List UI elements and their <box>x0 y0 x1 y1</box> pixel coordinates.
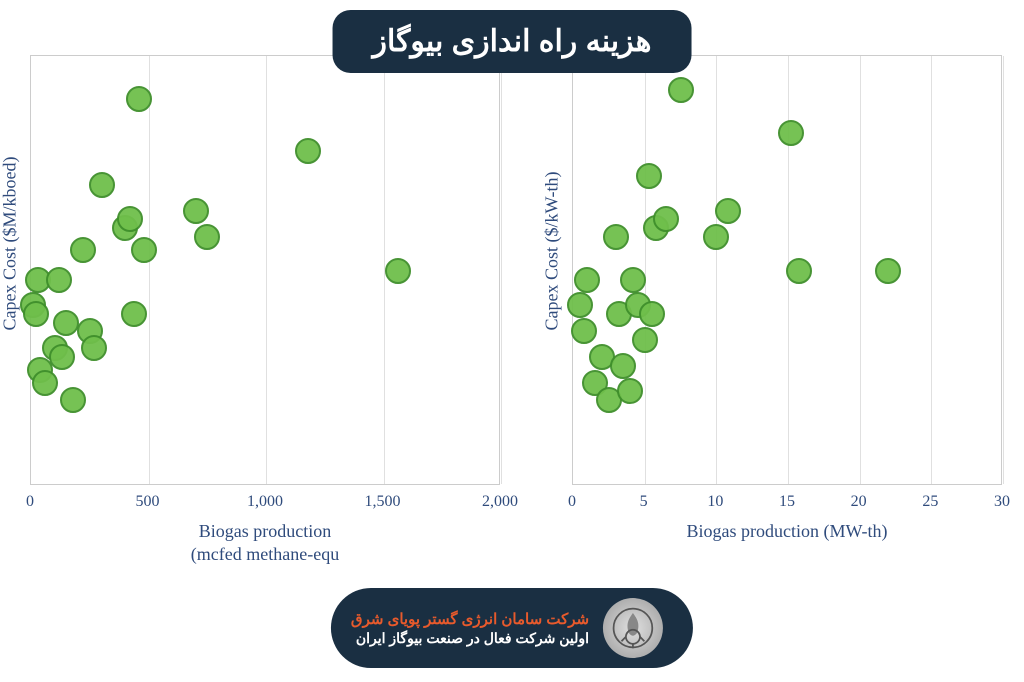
y-axis-label: Capex Cost ($/kW-th) <box>542 111 563 331</box>
plot-area-right <box>572 55 1002 485</box>
x-tick-label: 1,000 <box>247 493 283 511</box>
data-point <box>60 387 86 413</box>
gridline <box>716 56 717 484</box>
data-point <box>121 301 147 327</box>
x-tick-label: 20 <box>851 493 867 511</box>
x-tick-label: 500 <box>136 493 160 511</box>
company-name: شرکت سامان انرژی گستر پویای شرق <box>351 610 589 628</box>
x-axis-label: Biogas production(mcfed methane-equ <box>30 520 500 567</box>
data-point <box>636 163 662 189</box>
data-point <box>46 267 72 293</box>
data-point <box>70 237 96 263</box>
gridline <box>860 56 861 484</box>
data-point <box>875 258 901 284</box>
data-point <box>574 267 600 293</box>
data-point <box>571 318 597 344</box>
gridline <box>501 56 502 484</box>
x-tick-label: 15 <box>779 493 795 511</box>
data-point <box>632 327 658 353</box>
data-point <box>49 344 75 370</box>
data-point <box>32 370 58 396</box>
data-point <box>639 301 665 327</box>
y-axis-label: Capex Cost ($M/kboed) <box>0 111 21 331</box>
data-point <box>194 224 220 250</box>
logo-icon <box>611 606 655 650</box>
x-axis-label: Biogas production (MW-th) <box>572 520 1002 543</box>
data-point <box>653 206 679 232</box>
data-point <box>668 77 694 103</box>
data-point <box>117 206 143 232</box>
x-tick-label: 10 <box>707 493 723 511</box>
plot-area-left <box>30 55 500 485</box>
x-tick-label: 0 <box>568 493 576 511</box>
data-point <box>715 198 741 224</box>
data-point <box>786 258 812 284</box>
data-point <box>567 292 593 318</box>
chart-title: هزینه راه اندازی بیوگاز <box>373 25 652 58</box>
data-point <box>295 138 321 164</box>
data-point <box>703 224 729 250</box>
x-tick-label: 5 <box>640 493 648 511</box>
company-tagline: اولین شرکت فعال در صنعت بیوگاز ایران <box>351 630 589 647</box>
chart-right-panel: 0 5 10 15 20 25 30 Capex Cost ($/kW-th) Biogas p… <box>512 55 1024 602</box>
x-tick-label: 30 <box>994 493 1010 511</box>
data-point <box>610 353 636 379</box>
data-point <box>603 224 629 250</box>
data-point <box>81 335 107 361</box>
chart-left-panel: 05001,0001,5002,000Capex Cost ($M/kboed)… <box>0 55 512 602</box>
gridline <box>149 56 150 484</box>
x-tick-label: 1,500 <box>365 493 401 511</box>
gridline <box>266 56 267 484</box>
data-point <box>23 301 49 327</box>
x-tick-label: 25 <box>922 493 938 511</box>
data-point <box>53 310 79 336</box>
data-point <box>183 198 209 224</box>
data-point <box>617 378 643 404</box>
x-tick-label: 0 <box>26 493 34 511</box>
data-point <box>89 172 115 198</box>
gridline <box>1003 56 1004 484</box>
charts-row: 05001,0001,5002,000Capex Cost ($M/kboed)… <box>0 55 1024 602</box>
gridline <box>931 56 932 484</box>
company-logo <box>603 598 663 658</box>
data-point <box>131 237 157 263</box>
gridline <box>645 56 646 484</box>
data-point <box>385 258 411 284</box>
data-point <box>620 267 646 293</box>
chart-title-banner: هزینه راه اندازی بیوگاز <box>333 10 692 73</box>
footer-text: شرکت سامان انرژی گستر پویای شرق اولین شر… <box>351 610 589 647</box>
data-point <box>778 120 804 146</box>
footer-banner: شرکت سامان انرژی گستر پویای شرق اولین شر… <box>331 588 693 668</box>
data-point <box>126 86 152 112</box>
